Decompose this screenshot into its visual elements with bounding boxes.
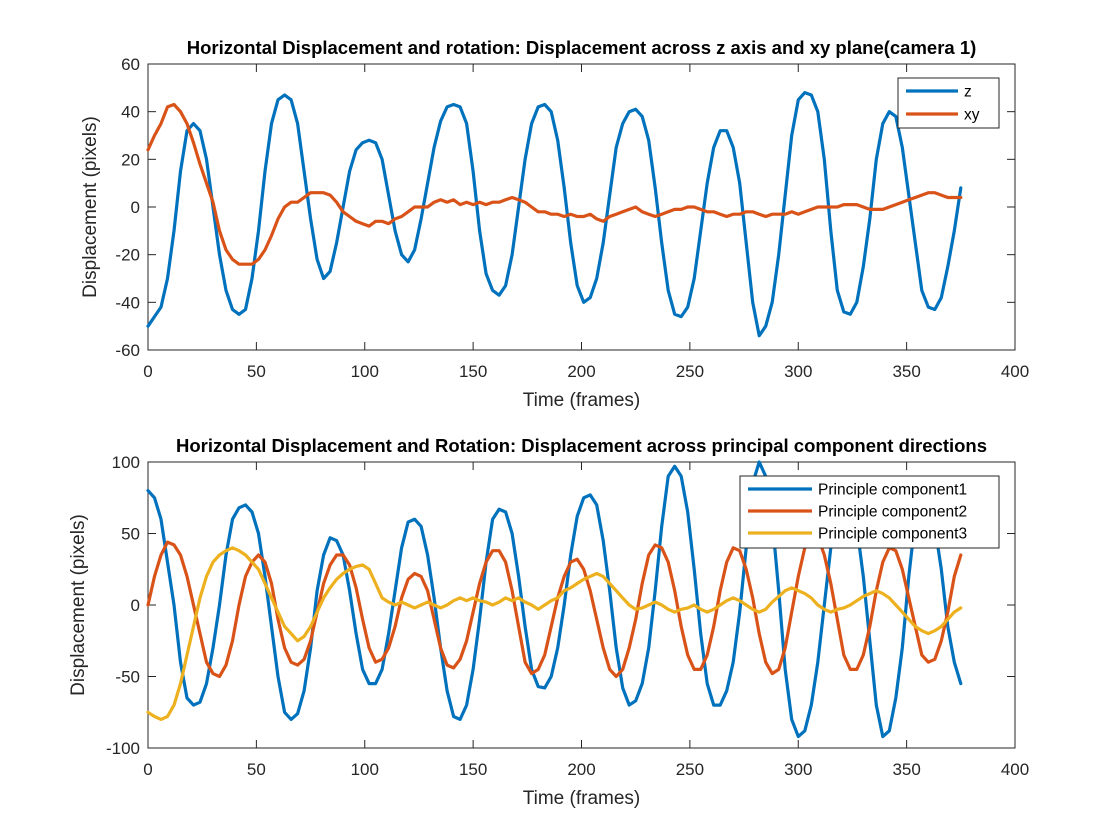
chart-1-legend-label-xy: xy — [964, 107, 980, 124]
chart-1-xtick-label: 300 — [784, 362, 812, 381]
chart-2-xtick-label: 300 — [784, 760, 812, 779]
chart-2-legend: Principle component1 Principle component2… — [739, 475, 1000, 549]
chart-2-xtick-label: 0 — [143, 760, 152, 779]
chart-1-xtick-label: 250 — [676, 362, 704, 381]
chart-2-legend-label-principle-component1: Principle component1 — [818, 482, 967, 499]
chart-2-ytick-label: -100 — [106, 739, 140, 758]
chart-2-xtick-label: 250 — [676, 760, 704, 779]
chart-1-title: Horizontal Displacement and rotation: Di… — [187, 37, 977, 58]
chart-1-xtick-label: 0 — [143, 362, 152, 381]
chart-2-legend-label-principle-component2: Principle component2 — [818, 504, 967, 521]
chart-1-xtick-label: 350 — [892, 362, 920, 381]
chart-1-xtick-label: 50 — [247, 362, 266, 381]
chart-2-title: Horizontal Displacement and Rotation: Di… — [176, 435, 987, 456]
chart-2: Horizontal Displacement and Rotation: Di… — [68, 435, 1029, 809]
chart-2-ylabel: Displacement (pixels) — [68, 514, 89, 696]
chart-2-xtick-label: 400 — [1001, 760, 1029, 779]
chart-1-legend: z xy — [897, 77, 1000, 129]
chart-1-ytick-label: -60 — [115, 341, 140, 360]
chart-2-legend-label-principle-component3: Principle component3 — [818, 526, 967, 543]
chart-2-xtick-label: 50 — [247, 760, 266, 779]
chart-1-xtick-label: 400 — [1001, 362, 1029, 381]
chart-2-series-principle-component2 — [146, 531, 963, 679]
chart-1: Horizontal Displacement and rotation: Di… — [80, 37, 1029, 411]
chart-1-ytick-label: -20 — [115, 246, 140, 265]
chart-1-legend-label-z: z — [964, 84, 972, 101]
chart-1-ytick-label: 0 — [131, 198, 140, 217]
chart-1-legend-box — [897, 77, 1000, 129]
chart-2-series-principle-component3 — [146, 546, 963, 721]
chart-1-xlabel: Time (frames) — [523, 390, 641, 411]
chart-1-xtick-label: 150 — [459, 362, 487, 381]
chart-1-series-z — [146, 91, 963, 338]
chart-2-ytick-label: 0 — [131, 596, 140, 615]
chart-2-xtick-label: 150 — [459, 760, 487, 779]
chart-2-xtick-label: 100 — [351, 760, 379, 779]
chart-2-xtick-label: 200 — [567, 760, 595, 779]
chart-1-ytick-label: 20 — [121, 150, 140, 169]
chart-2-ytick-label: 100 — [112, 453, 140, 472]
chart-1-ylabel: Displacement (pixels) — [80, 116, 101, 298]
chart-2-xlabel: Time (frames) — [523, 788, 641, 809]
chart-1-ytick-label: -40 — [115, 293, 140, 312]
chart-2-series-principle-component1 — [146, 460, 963, 739]
chart-1-xtick-label: 200 — [567, 362, 595, 381]
chart-1-ytick-label: 60 — [121, 55, 140, 74]
chart-1-series-xy — [146, 102, 963, 266]
chart-2-ytick-label: -50 — [115, 668, 140, 687]
chart-2-xtick-label: 350 — [892, 760, 920, 779]
chart-1-ytick-label: 40 — [121, 103, 140, 122]
chart-2-ytick-label: 50 — [121, 525, 140, 544]
chart-1-xtick-label: 100 — [351, 362, 379, 381]
